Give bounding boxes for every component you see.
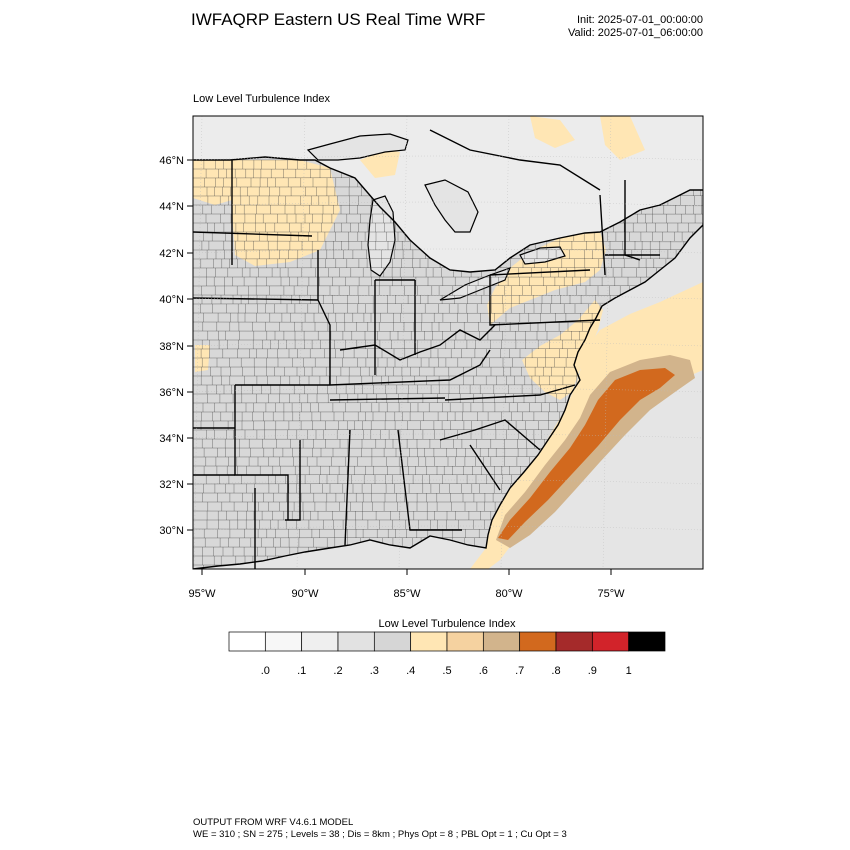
lake-ontario [519, 246, 566, 265]
us-canada-border [193, 156, 703, 273]
colorbar-swatch [301, 631, 339, 652]
lat-tick-label: 38°N [159, 341, 184, 353]
main-title: IWFAQRP Eastern US Real Time WRF [191, 10, 486, 29]
valid-time: Valid: 2025-07-01_06:00:00 [568, 27, 703, 39]
al-ga-border [397, 429, 462, 531]
ky-tn-border [329, 349, 491, 386]
colorbar-swatch [337, 631, 375, 652]
colorbar-label: .0 [261, 665, 270, 677]
canada-province-line [429, 129, 601, 191]
colorbar-swatch [555, 631, 593, 652]
shade-north-dakota [193, 160, 232, 205]
ny-pa-border [489, 269, 591, 276]
colorbar-swatch [591, 631, 630, 652]
colorbar-swatch [228, 631, 266, 652]
lake-huron [424, 179, 479, 233]
ga-sc-border [469, 444, 501, 491]
lake-superior [306, 133, 409, 161]
colorbar: .0 .1 .2 .3 .4 .5 .6 .7 .8 .9 1 [228, 631, 666, 677]
model-options: WE = 310 ; SN = 275 ; Levels = 38 ; Dis … [193, 829, 567, 840]
colorbar-label: .6 [479, 665, 488, 677]
ms-la-border [285, 440, 301, 521]
lat-tick-label: 32°N [159, 479, 184, 491]
lon-tick-label: 85°W [393, 588, 421, 600]
lat-tick-label: 36°N [159, 387, 184, 399]
colorbar-swatch [373, 631, 412, 652]
lat-tick-label: 46°N [159, 155, 184, 167]
lat-tick-label: 34°N [159, 433, 184, 445]
lon-tick-label: 95°W [188, 588, 216, 600]
lon-tick-label: 90°W [291, 588, 319, 600]
colorbar-title: Low Level Turbulence Index [378, 618, 516, 630]
colorbar-label: .9 [588, 665, 597, 677]
offshore-plume [470, 282, 703, 569]
lon-tick-label: 80°W [495, 588, 523, 600]
colorbar-swatch [446, 631, 484, 652]
colorbar-swatch [410, 631, 448, 652]
colorbar-label: .8 [551, 665, 560, 677]
atlantic-gulf-coast [193, 224, 703, 569]
lat-tick-label: 40°N [159, 294, 184, 306]
lat-tick-label: 42°N [159, 248, 184, 260]
shade-quebec [530, 116, 575, 148]
state-boundaries [193, 160, 660, 569]
latitude-axis: 30°N 32°N 34°N 36°N 38°N 40°N 42°N 44°N 46°N [159, 155, 193, 537]
colorbar-swatch [264, 631, 303, 652]
colorbar-label: .7 [515, 665, 524, 677]
mn-ia-border [193, 231, 313, 237]
ohio-river [339, 324, 496, 361]
mississippi-river [317, 250, 331, 385]
longitude-axis: 95°W 90°W 85°W 80°W 75°W [188, 569, 625, 600]
plume-core [498, 368, 675, 540]
lat-tick-label: 44°N [159, 201, 184, 213]
map-content [193, 116, 703, 569]
shade-lake-superior [360, 150, 400, 178]
ar-la-border [234, 385, 289, 520]
nc-sc-border [439, 419, 541, 451]
shade-missouri [195, 345, 210, 372]
colorbar-label: .3 [370, 665, 379, 677]
colorbar-label: 1 [626, 665, 632, 677]
ms-al-border [344, 429, 351, 546]
pa-borders [489, 275, 601, 326]
coastlines [193, 129, 703, 569]
model-info: OUTPUT FROM WRF V4.6.1 MODEL [193, 817, 354, 828]
init-time: Init: 2025-07-01_00:00:00 [577, 14, 703, 26]
colorbar-swatch [519, 631, 557, 652]
map-frame [192, 115, 704, 570]
lat-tick-label: 30°N [159, 525, 184, 537]
colorbar-label: .2 [333, 665, 342, 677]
tn-south-border [329, 397, 446, 401]
colorbar-label: .5 [442, 665, 451, 677]
colorbar-swatch [482, 631, 521, 652]
vt-border [599, 194, 606, 276]
lon-tick-label: 75°W [597, 588, 625, 600]
va-nc-border [444, 384, 576, 401]
ia-mo-border [193, 297, 319, 301]
shade-quebec-east [600, 116, 645, 160]
panel-title: Low Level Turbulence Index [193, 93, 330, 105]
colorbar-swatch [628, 631, 666, 652]
colorbar-label: .1 [297, 665, 306, 677]
graticule [193, 116, 703, 569]
colorbar-label: .4 [406, 665, 415, 677]
shade-new-york [487, 232, 606, 325]
